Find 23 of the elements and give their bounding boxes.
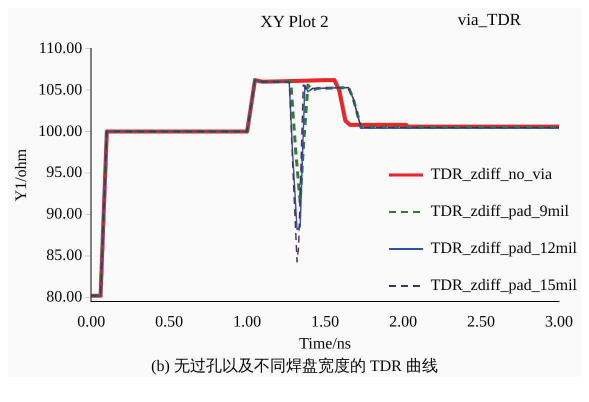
legend-label: TDR_zdiff_pad_9mil [430, 202, 569, 220]
x-tick-label: 0.00 [77, 313, 106, 330]
chart-title: XY Plot 2 [260, 12, 329, 31]
x-tick-label: 1.50 [311, 313, 340, 330]
y-tick-label: 85.00 [46, 247, 82, 264]
x-tick-label: 0.50 [155, 313, 184, 330]
x-tick-label: 2.50 [467, 313, 496, 330]
y-tick-label: 90.00 [46, 206, 82, 223]
x-tick-label: 3.00 [545, 313, 573, 330]
y-tick-label: 105.00 [38, 81, 82, 98]
x-tick-label: 2.00 [389, 313, 418, 330]
legend-label: TDR_zdiff_pad_12mil [430, 240, 577, 258]
legend-label: TDR_zdiff_pad_15mil [430, 276, 577, 294]
y-tick-label: 110.00 [38, 40, 82, 57]
x-tick-label: 1.00 [233, 313, 262, 330]
y-tick-label: 100.00 [38, 122, 82, 140]
y-tick-label: 80.00 [46, 288, 82, 306]
y-axis-title: Y1/ohm [12, 148, 30, 202]
text: (b) 无过孔以及不同焊盘宽度的 TDR 曲线 [150, 356, 439, 377]
chart-subtitle: via_TDR [458, 10, 521, 30]
legend-label: TDR_zdiff_no_via [430, 166, 552, 184]
y-tick-label: 95.00 [46, 164, 82, 182]
x-axis-title: Time/ns [299, 336, 352, 353]
